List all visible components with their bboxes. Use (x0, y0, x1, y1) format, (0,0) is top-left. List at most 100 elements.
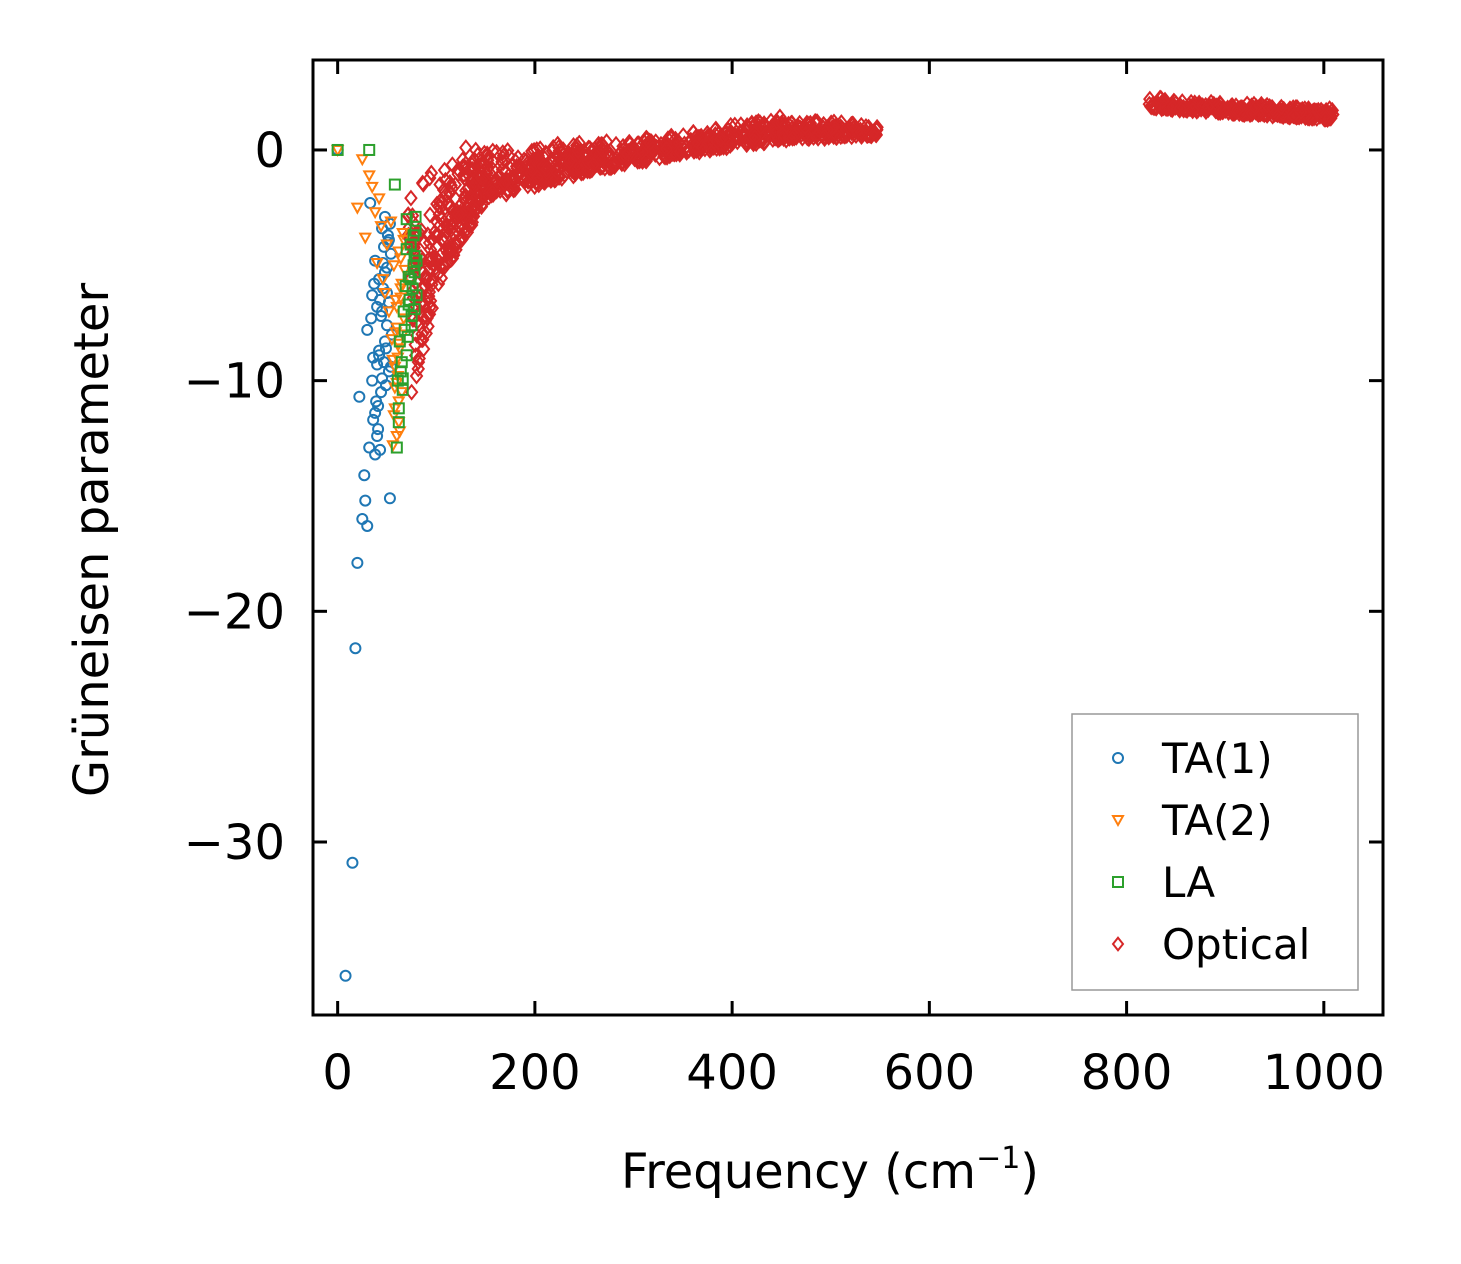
data-point (578, 144, 593, 162)
x-axis-title: Frequency (cm−1) (621, 1141, 1039, 1200)
data-point (351, 556, 364, 569)
data-point (363, 143, 376, 156)
data-point (401, 330, 414, 343)
data-point (409, 367, 424, 385)
data-point (618, 143, 633, 160)
data-point (464, 190, 479, 208)
legend-marker (1112, 876, 1124, 888)
data-point (359, 494, 372, 507)
data-point (422, 169, 437, 187)
data-point (499, 185, 514, 203)
data-point (869, 126, 884, 144)
data-point (387, 260, 401, 273)
data-point (449, 233, 463, 251)
data-point (395, 278, 409, 291)
data-point (386, 440, 400, 453)
data-point (382, 306, 396, 319)
data-point (489, 143, 504, 161)
data-point (784, 124, 799, 142)
data-point (785, 129, 800, 147)
data-point (462, 161, 476, 179)
data-point (394, 292, 408, 305)
data-point (817, 128, 832, 146)
data-point (405, 319, 418, 332)
data-point (416, 340, 431, 358)
data-point (393, 343, 407, 356)
data-point (415, 331, 430, 349)
data-point (390, 441, 403, 454)
data-point (586, 155, 600, 173)
data-point (361, 519, 374, 532)
data-point (435, 230, 450, 247)
data-point (404, 189, 418, 207)
data-point (845, 117, 860, 135)
axis-ticks: 0 200 400 600 800 1000 0 −10 −20 −30 (184, 60, 1385, 1101)
legend-label: TA(2) (1161, 796, 1273, 845)
data-point (339, 969, 352, 982)
data-point (740, 117, 754, 134)
data-point (616, 137, 630, 155)
data-point (1212, 98, 1227, 116)
data-point (1199, 103, 1213, 121)
data-point (552, 169, 566, 187)
data-point (411, 360, 426, 378)
data-point (350, 202, 365, 215)
data-point (739, 136, 754, 154)
y-tick-label: −20 (184, 584, 285, 640)
data-point (748, 128, 762, 146)
data-point (419, 309, 434, 326)
data-point (700, 135, 715, 152)
data-point (419, 268, 434, 286)
data-point (1305, 109, 1319, 127)
data-point (861, 118, 876, 136)
data-point (497, 174, 512, 192)
data-point (380, 239, 394, 252)
data-point (1270, 103, 1285, 121)
data-point (1176, 98, 1191, 116)
data-point (747, 124, 762, 142)
data-point (364, 197, 377, 210)
data-point (411, 353, 426, 371)
data-point (787, 125, 801, 143)
data-point (445, 156, 460, 174)
legend-label: TA(1) (1161, 734, 1273, 783)
data-point (392, 416, 405, 429)
data-point (754, 118, 768, 136)
data-point (395, 356, 408, 369)
data-point (459, 182, 473, 200)
data-point (367, 413, 380, 426)
data-point (358, 469, 371, 482)
data-point (429, 249, 444, 267)
data-point (556, 141, 570, 159)
data-point (447, 212, 462, 230)
data-point (770, 113, 785, 131)
data-point (353, 390, 366, 403)
data-point (396, 228, 410, 241)
series-optical (401, 89, 1340, 401)
data-point (437, 161, 452, 179)
data-point (771, 129, 786, 147)
x-tick-label: 1000 (1263, 1045, 1385, 1101)
data-point (374, 443, 387, 456)
data-point (400, 243, 413, 256)
data-point (392, 338, 406, 351)
y-tick-label: −10 (184, 354, 285, 410)
data-point (609, 135, 623, 153)
data-point (386, 354, 400, 367)
data-point (379, 342, 392, 355)
data-point (468, 202, 483, 219)
data-point (1274, 98, 1289, 116)
data-point (421, 317, 435, 335)
data-point (433, 257, 447, 275)
data-point (370, 257, 384, 271)
data-point (1251, 106, 1266, 123)
data-point (1156, 92, 1170, 110)
x-tick-label: 800 (1081, 1045, 1173, 1101)
data-point (501, 181, 515, 199)
y-tick-label: 0 (254, 123, 285, 179)
legend: TA(1) TA(2) LA Optical (1071, 713, 1359, 991)
data-point (496, 144, 510, 162)
data-points (330, 89, 1340, 982)
data-point (392, 402, 405, 415)
